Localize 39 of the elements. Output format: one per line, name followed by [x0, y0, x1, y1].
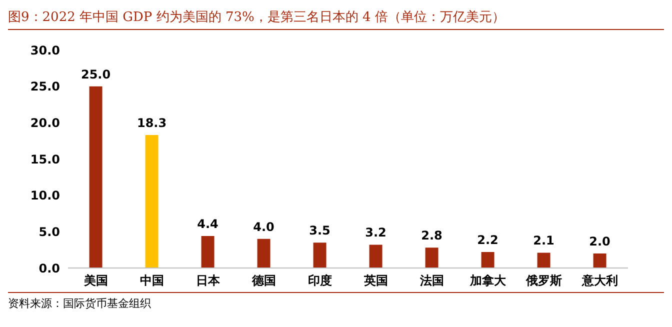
- x-tick-label: 意大利: [581, 274, 618, 288]
- bar: [257, 238, 270, 268]
- y-tick-label: 5.0: [38, 224, 60, 239]
- bar: [593, 253, 606, 268]
- data-label: 4.0: [253, 220, 274, 234]
- x-tick-label: 德国: [251, 274, 276, 288]
- bar: [481, 252, 494, 268]
- data-label: 4.4: [197, 217, 218, 232]
- y-tick-label: 0.0: [38, 261, 60, 276]
- bar: [537, 252, 550, 268]
- data-label: 3.5: [309, 224, 330, 238]
- bar: [145, 135, 158, 268]
- data-label: 2.1: [533, 234, 554, 248]
- data-label: 25.0: [80, 67, 111, 82]
- bar: [89, 86, 102, 268]
- data-label: 2.2: [477, 233, 498, 248]
- y-tick-label: 10.0: [30, 188, 60, 203]
- bar: [369, 244, 382, 268]
- data-label: 2.8: [421, 228, 442, 243]
- x-tick-label: 印度: [308, 274, 332, 288]
- bar: [313, 242, 326, 268]
- data-label: 18.3: [136, 116, 167, 130]
- x-tick-label: 英国: [363, 274, 388, 288]
- y-tick-label: 30.0: [30, 43, 60, 58]
- y-tick-label: 15.0: [30, 152, 60, 166]
- x-tick-label: 中国: [140, 274, 164, 288]
- x-tick-label: 日本: [196, 274, 221, 288]
- chart-title: 图9：2022 年中国 GDP 约为美国的 73%，是第三名日本的 4 倍（单位：万亿美元）: [8, 8, 664, 30]
- y-tick-label: 25.0: [30, 80, 60, 94]
- text: 资料来源：国际货币基金组织: [8, 292, 664, 311]
- bar: [425, 248, 438, 268]
- data-label: 3.2: [365, 226, 386, 240]
- x-tick-label: 加拿大: [469, 274, 507, 288]
- x-tick-label: 法国: [419, 274, 444, 288]
- data-label: 2.0: [589, 234, 610, 248]
- y-tick-label: 20.0: [30, 116, 60, 130]
- x-tick-label: 俄罗斯: [525, 274, 562, 288]
- bar: [201, 236, 214, 268]
- x-tick-label: 美国: [83, 274, 108, 288]
